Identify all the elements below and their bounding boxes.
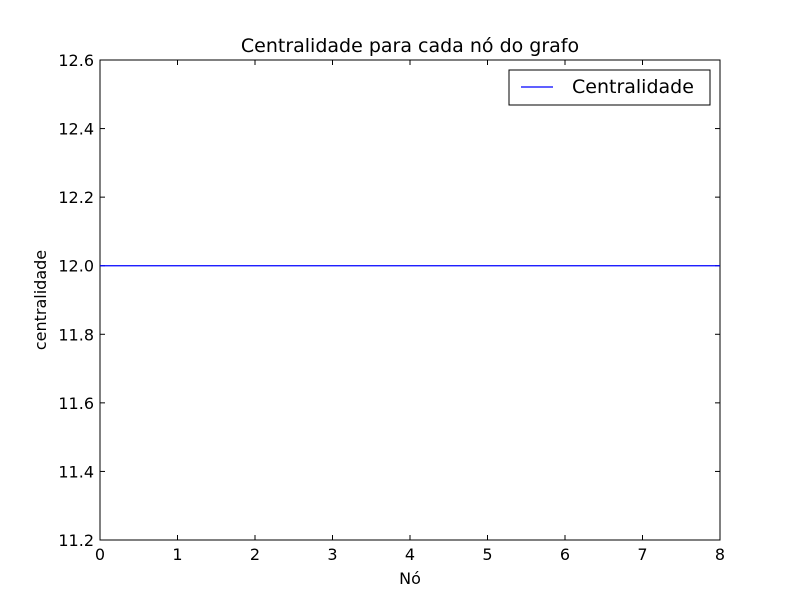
x-tick-label: 6	[560, 545, 570, 564]
x-tick-label: 2	[250, 545, 260, 564]
y-tick-label: 11.2	[58, 531, 94, 550]
x-tick-label: 0	[95, 545, 105, 564]
y-axis-label: centralidade	[31, 250, 50, 350]
axis-ticks: 0 1 2 3 4 5 6 7 8 11.2 11.4 11.6 11.8 12.0 12.2 12.4 12.…	[58, 51, 725, 564]
x-tick-label: 7	[637, 545, 647, 564]
y-tick-label: 11.4	[58, 462, 94, 481]
x-tick-label: 4	[405, 545, 415, 564]
x-tick-label: 5	[482, 545, 492, 564]
plot-frame	[99, 59, 721, 541]
y-tick-label: 12.6	[58, 51, 94, 70]
x-tick-label: 3	[327, 545, 337, 564]
y-tick-label: 12.4	[58, 120, 94, 139]
legend-label: Centralidade	[572, 76, 694, 98]
y-tick-label: 12.2	[58, 188, 94, 207]
plot-area	[99, 59, 721, 541]
y-tick-label: 11.6	[58, 394, 94, 413]
chart-title: Centralidade para cada nó do grafo	[241, 35, 579, 57]
x-tick-label: 8	[715, 545, 725, 564]
y-tick-label: 12.0	[58, 257, 94, 276]
x-tick-label: 1	[172, 545, 182, 564]
legend: Centralidade	[508, 69, 711, 106]
y-tick-label: 11.8	[58, 325, 94, 344]
x-axis-label: Nó	[399, 569, 421, 588]
